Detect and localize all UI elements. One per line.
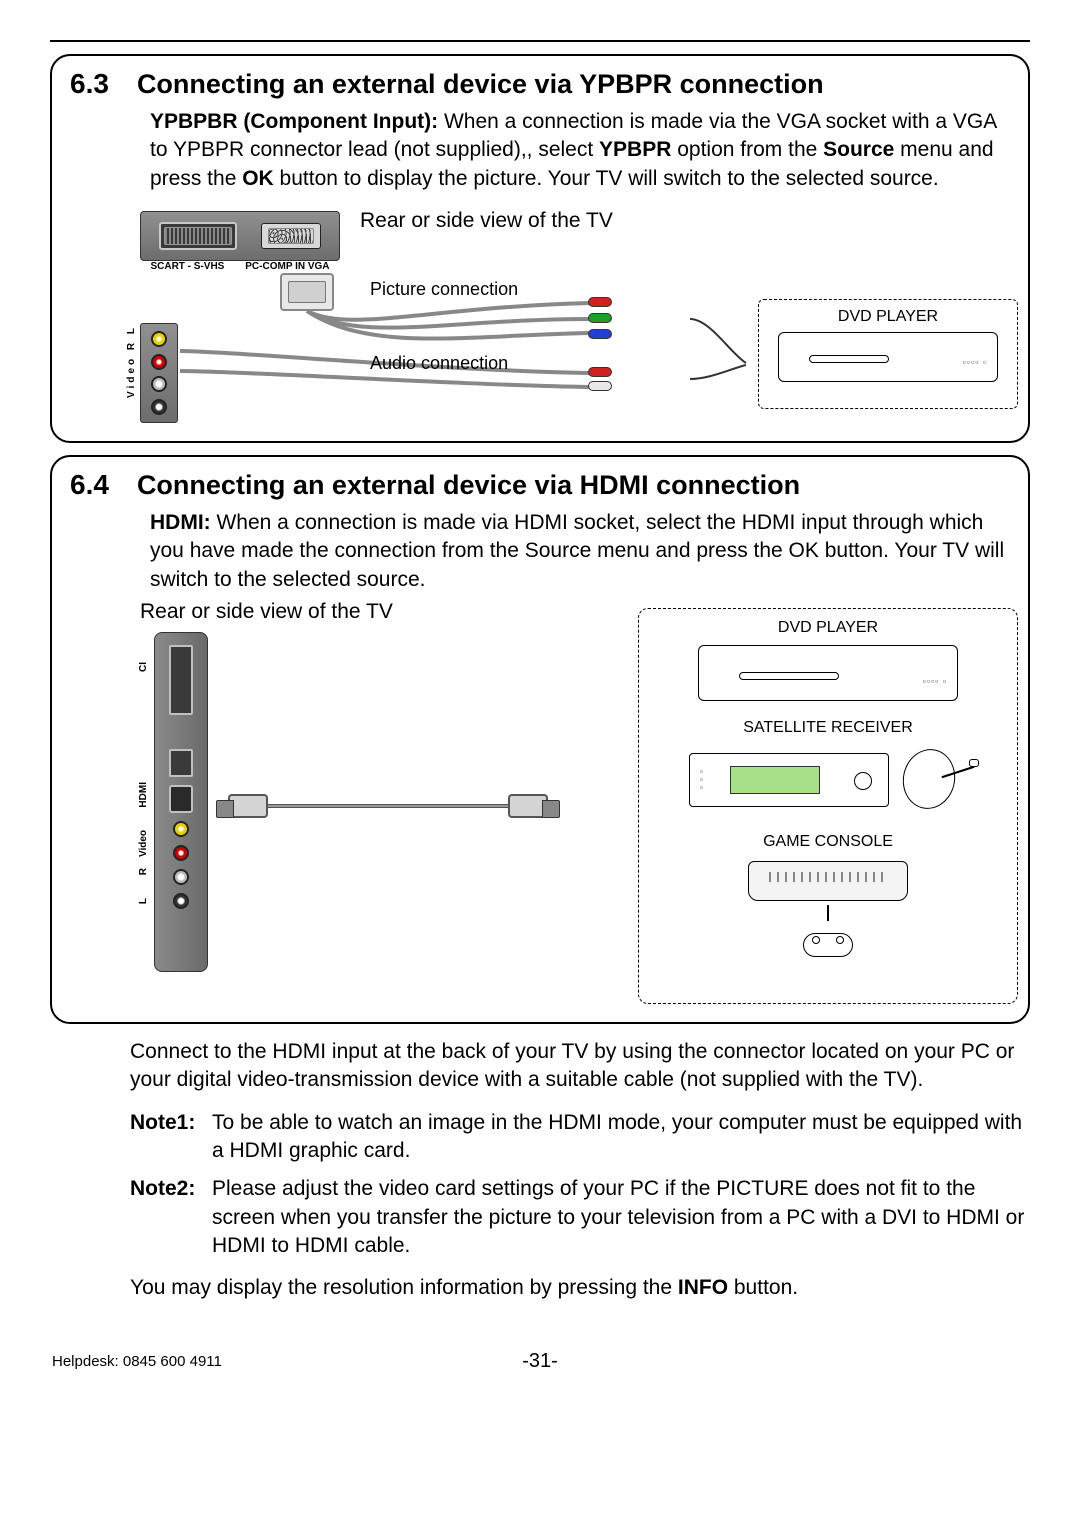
diagram-6-3: Rear or side view of the TV SCART - S-VH… (150, 203, 1010, 423)
game-controller-icon (803, 933, 853, 957)
notes-block: Note1: To be able to watch an image in t… (130, 1109, 1030, 1261)
dvd-tray-icon (809, 355, 889, 363)
note1-text: To be able to watch an image in the HDMI… (212, 1109, 1030, 1166)
intro-text-4: button to display the picture. Your TV w… (274, 167, 939, 190)
vga-connector-icon (280, 273, 334, 311)
hdmi-port-icon (169, 785, 193, 813)
satellite-box-icon: ▫▫▫ (689, 753, 889, 807)
ok-word: OK (242, 167, 274, 190)
info-bold: INFO (678, 1276, 728, 1299)
hdmi-plug-right-icon (508, 794, 548, 818)
section-6-4-title: Connecting an external device via HDMI c… (137, 470, 800, 501)
audio-connection-label: Audio connection (370, 353, 508, 374)
av-input-block (140, 323, 178, 423)
note1-row: Note1: To be able to watch an image in t… (130, 1109, 1030, 1166)
footer-spacer (1024, 1353, 1028, 1370)
r-label: R (138, 868, 149, 875)
diagram-6-4: Rear or side view of the TV CI HDMI Vide… (150, 604, 1010, 1004)
source-word: Source (823, 138, 894, 161)
note2-label: Note2: (130, 1175, 202, 1260)
rca-spare-icon (151, 399, 167, 415)
tv-side-panel (154, 632, 208, 972)
note1-label: Note1: (130, 1109, 202, 1166)
hdmi-label-bold: HDMI: (150, 511, 211, 534)
dvd-device-icon: ▫▫▫▫ ▫ (778, 332, 998, 382)
page-footer: Helpdesk: 0845 600 4911 -31- (50, 1353, 1030, 1370)
dvd-buttons-64-icon: ▫▫▫▫ ▫ (923, 676, 947, 686)
rear-view-label-63: Rear or side view of the TV (360, 209, 613, 233)
dvd-device-64-icon: ▫▫▫▫ ▫ (698, 645, 958, 701)
ci-slot-icon (169, 645, 193, 715)
component-green-plug-icon (588, 313, 612, 323)
dvd-player-label-64: DVD PLAYER (651, 619, 1005, 637)
dvd-tray-64-icon (739, 672, 839, 680)
game-console-label: GAME CONSOLE (651, 833, 1005, 851)
dish-reflector-icon (897, 744, 960, 814)
video-label: Video (138, 830, 149, 857)
rca-audio-l-icon (151, 376, 167, 392)
audio-red-plug-icon (588, 367, 612, 377)
section-6-3-number: 6.3 (70, 68, 109, 100)
scart-label: SCART - S-VHS (150, 261, 224, 272)
component-blue-plug-icon (588, 329, 612, 339)
hdmi-after-text: Connect to the HDMI input at the back of… (130, 1038, 1030, 1095)
section-6-3: 6.3 Connecting an external device via YP… (50, 54, 1030, 443)
section-6-4-intro: HDMI: When a connection is made via HDMI… (150, 509, 1010, 594)
hdmi-intro-text: When a connection is made via HDMI socke… (150, 511, 1004, 591)
side-rca-video-icon (173, 821, 189, 837)
rear-view-label-64: Rear or side view of the TV (140, 600, 393, 624)
side-rca-l-icon (173, 869, 189, 885)
ci-label: CI (138, 662, 149, 672)
vga-label: PC-COMP IN VGA (245, 261, 329, 272)
dvd-buttons-icon: ▫▫▫▫ ▫ (963, 357, 987, 367)
section-6-4-number: 6.4 (70, 469, 109, 501)
page-number: -31- (522, 1350, 558, 1373)
helpdesk-text: Helpdesk: 0845 600 4911 (52, 1353, 222, 1370)
side-rca-spare-icon (173, 893, 189, 909)
section-6-4: 6.4 Connecting an external device via HD… (50, 455, 1030, 1024)
satellite-receiver-label: SATELLITE RECEIVER (651, 719, 1005, 737)
side-rca-r-icon (173, 845, 189, 861)
audio-white-plug-icon (588, 381, 612, 391)
info-text-2: button. (728, 1276, 798, 1299)
hdmi-label: HDMI (138, 782, 149, 808)
ypbpr-word: YPBPR (599, 138, 671, 161)
page-top-rule (50, 40, 1030, 42)
slot2-icon (169, 749, 193, 777)
section-6-3-header: 6.3 Connecting an external device via YP… (70, 68, 1010, 100)
l-label: L (138, 898, 149, 904)
section-6-3-title: Connecting an external device via YPBPR … (137, 69, 824, 100)
section-6-4-header: 6.4 Connecting an external device via HD… (70, 469, 1010, 501)
sat-knob-icon (854, 772, 872, 790)
info-text-1: You may display the resolution informati… (130, 1276, 678, 1299)
panel-port-labels: SCART - S-VHS PC-COMP IN VGA (140, 261, 340, 272)
av-side-label: Video R L (126, 325, 137, 398)
rca-audio-r-icon (151, 354, 167, 370)
dvd-player-box-63: DVD PLAYER ▫▫▫▫ ▫ (758, 299, 1018, 409)
satellite-row: ▫▫▫ (651, 745, 1005, 815)
note2-text: Please adjust the video card settings of… (212, 1175, 1030, 1260)
intro-text-2: option from the (671, 138, 823, 161)
game-console-icon (748, 861, 908, 901)
ypbpr-label-bold: YPBPBR (Component Input): (150, 110, 438, 133)
dish-lnb-icon (969, 759, 979, 767)
hdmi-devices-box: DVD PLAYER ▫▫▫▫ ▫ SATELLITE RECEIVER ▫▫▫ (638, 608, 1018, 1004)
satellite-dish-icon (897, 745, 967, 815)
component-red-plug-icon (588, 297, 612, 307)
tv-back-panel (140, 211, 340, 261)
hdmi-plug-left-icon (228, 794, 268, 818)
dvd-player-label-63: DVD PLAYER (769, 308, 1007, 326)
scart-port-icon (159, 222, 237, 250)
picture-connection-label: Picture connection (370, 279, 518, 300)
section-6-3-intro: YPBPBR (Component Input): When a connect… (150, 108, 1010, 193)
hdmi-cable-icon (228, 786, 548, 826)
vga-port-icon (261, 223, 321, 249)
controller-wire-icon (827, 905, 829, 921)
hdmi-wire-icon (268, 804, 508, 808)
info-button-text: You may display the resolution informati… (130, 1274, 1030, 1302)
sat-dots-icon: ▫▫▫ (700, 768, 703, 792)
rca-video-icon (151, 331, 167, 347)
sat-screen-icon (730, 766, 820, 794)
note2-row: Note2: Please adjust the video card sett… (130, 1175, 1030, 1260)
